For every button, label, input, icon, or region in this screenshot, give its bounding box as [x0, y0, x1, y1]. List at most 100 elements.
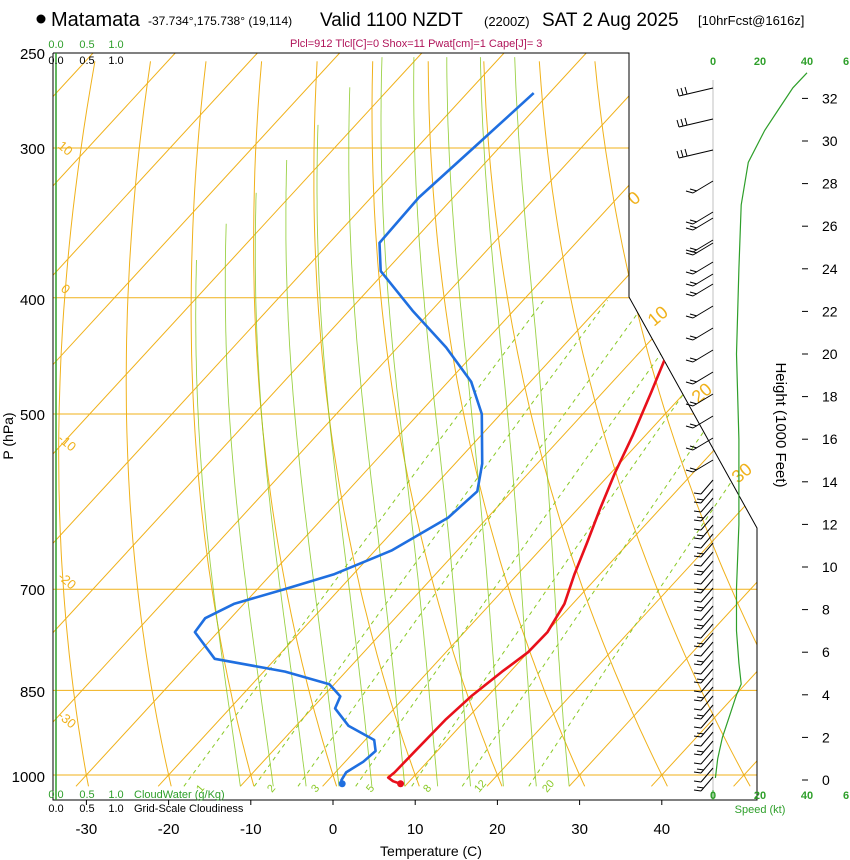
cloudwater-top-tick: 0.0 [48, 39, 63, 51]
wind-barb [693, 722, 714, 738]
speed-bottom-tick: 6 [843, 790, 849, 802]
pressure-tick-label: 700 [20, 582, 45, 599]
isotherm-line [75, 53, 752, 787]
moist-adiabat [285, 159, 340, 787]
wind-barb [693, 713, 714, 729]
isotherm-line [651, 53, 757, 787]
wind-barb [693, 479, 714, 495]
temp-tick-label: 10 [407, 821, 424, 838]
height-tick-label: 6 [822, 644, 830, 660]
dry-adiabat [483, 61, 668, 787]
wind-barb-column [676, 80, 714, 800]
cloudiness-top-tick: 0.0 [48, 55, 63, 67]
pressure-tick-label: 1000 [12, 769, 45, 786]
wind-barb [685, 349, 714, 363]
cloudiness-top-tick: 0.5 [79, 55, 94, 67]
mixing-ratio-line [183, 300, 545, 787]
wind-barb [685, 239, 714, 253]
wind-barb [693, 524, 714, 540]
isotherm-line [53, 53, 176, 787]
isotherm-line [53, 53, 423, 787]
cloudiness-bottom-tick: 0.5 [79, 803, 94, 815]
dry-adiabat [371, 61, 503, 787]
wind-barb [693, 704, 714, 720]
mixing-ratio-label: 5 [364, 783, 377, 795]
height-tick-label: 22 [822, 303, 838, 319]
temp-tick-label: 20 [489, 821, 506, 838]
header: Matamata -37.734°,175.738° (19,114) Vali… [36, 9, 804, 50]
speed-bottom-tick: 40 [801, 790, 813, 802]
isotherm-line [53, 53, 587, 787]
wind-barb [685, 437, 714, 451]
y-axis-label: P (hPa) [0, 412, 16, 459]
wind-barb [685, 393, 714, 407]
valid-time: Valid 1100 NZDT [320, 10, 463, 31]
isotherm-line [568, 53, 757, 787]
moist-adiabat [514, 57, 570, 787]
wind-barb [685, 327, 714, 341]
wind-barb [693, 659, 714, 675]
valid-date: SAT 2 Aug 2025 [542, 10, 679, 31]
isotherm-line [53, 53, 669, 787]
indices-line: Plcl=912 Tlcl[C]=0 Shox=11 Pwat[cm]=1 Ca… [290, 38, 542, 50]
wind-barb [685, 273, 714, 287]
pressure-tick-label: 300 [20, 141, 45, 158]
speed-top-tick: 6 [843, 56, 849, 68]
valid-utc: (2200Z) [484, 14, 530, 29]
mixing-ratio-label: 20 [540, 778, 557, 795]
height-tick-label: 8 [822, 602, 830, 618]
wind-speed-panel: 020406020406 [710, 56, 849, 802]
surface-dewpoint-point [338, 780, 346, 788]
height-tick-label: 30 [822, 133, 838, 149]
moist-adiabat [195, 259, 241, 787]
wind-barb [685, 305, 714, 319]
wind-barb [693, 605, 714, 621]
wind-barb [693, 497, 714, 513]
wind-barb [693, 677, 714, 693]
dry-adiabat [313, 61, 420, 787]
wind-barb [676, 148, 714, 159]
height-tick-label: 2 [822, 729, 830, 745]
temp-tick-label: -10 [240, 821, 262, 838]
dewpoint-line [193, 92, 535, 785]
grid-layer [53, 53, 757, 787]
height-tick-label: 10 [822, 559, 838, 575]
cloudiness-label: Grid-Scale Cloudiness [134, 803, 244, 815]
wind-barb [693, 686, 714, 702]
cloudwater-bottom-tick: 1.0 [108, 789, 123, 801]
station-marker-icon [36, 14, 46, 24]
wind-barb [693, 560, 714, 576]
wind-barb [693, 695, 714, 711]
moist-adiabat [479, 57, 537, 787]
temp-tick-label: 40 [653, 821, 670, 838]
cloudwater-bottom-tick: 0.5 [79, 789, 94, 801]
surface-temperature-point [397, 780, 405, 788]
dry-adiabat [190, 61, 255, 787]
speed-top-tick: 40 [801, 56, 813, 68]
dry-adiabat [594, 61, 757, 787]
temp-tick-label: -20 [158, 821, 180, 838]
theta-label: 10 [644, 302, 672, 330]
wind-barb [685, 242, 714, 256]
pressure-tick-label: 850 [20, 684, 45, 701]
wind-barb [685, 217, 714, 231]
wind-barb [685, 283, 714, 297]
dry-adiabat [427, 61, 586, 787]
dry-adiabat [125, 61, 172, 787]
dry-adiabat [253, 61, 338, 787]
dry-adiabat [58, 61, 96, 787]
mixing-ratio-line [355, 300, 700, 787]
moist-adiabat [446, 57, 504, 787]
pressure-tick-label: 400 [20, 292, 45, 309]
height-tick-label: 12 [822, 516, 838, 532]
speed-bottom-tick: 20 [754, 790, 766, 802]
mixing-ratio-label: 12 [472, 778, 489, 795]
moist-adiabat [348, 87, 406, 787]
height-tick-label: 14 [822, 474, 838, 490]
wind-barb [693, 587, 714, 603]
wind-barb [693, 776, 714, 792]
wind-barb [693, 641, 714, 657]
wind-barb [685, 261, 714, 275]
wind-barb [693, 551, 714, 567]
temp-tick-label: -30 [76, 821, 98, 838]
